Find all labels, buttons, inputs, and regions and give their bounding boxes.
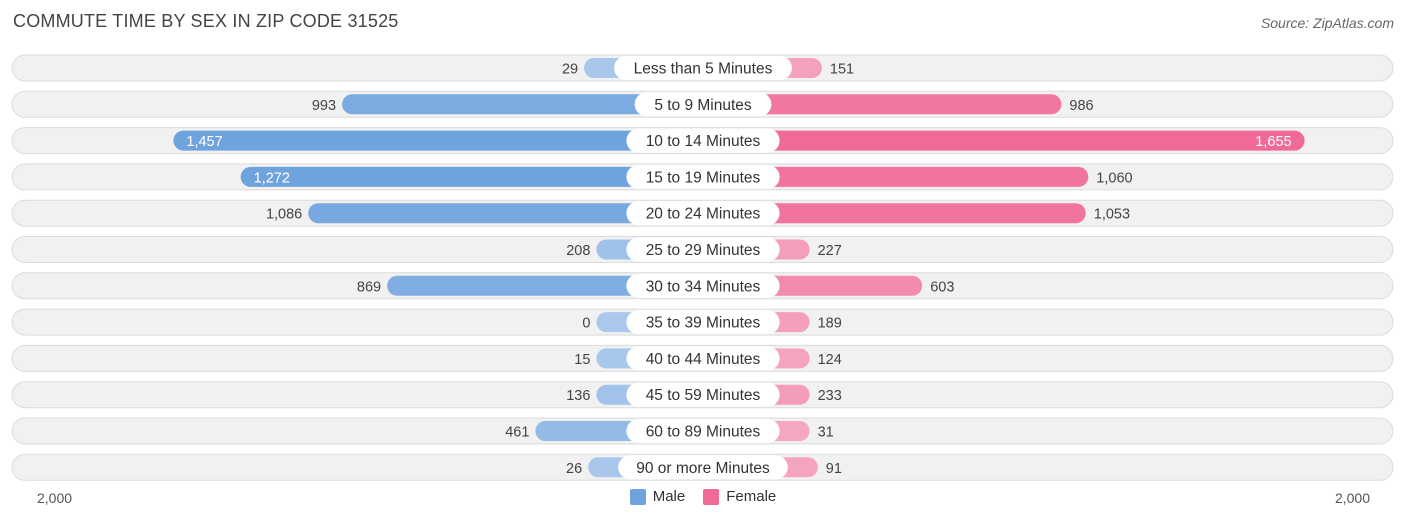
male-value-label: 1,272	[254, 170, 290, 186]
category-label-bg	[626, 419, 780, 443]
female-value-label: 151	[830, 62, 854, 78]
male-bar	[240, 166, 704, 187]
female-bar	[703, 130, 1305, 151]
male-value-label: 29	[562, 62, 578, 78]
category-label: 35 to 39 Minutes	[646, 315, 761, 332]
female-value-label: 986	[1069, 98, 1093, 114]
category-label: 15 to 19 Minutes	[646, 169, 761, 186]
category-label: 90 or more Minutes	[636, 460, 770, 477]
legend-male-label: Male	[652, 488, 686, 505]
legend-male: Male	[629, 488, 686, 505]
female-value-label: 189	[818, 316, 842, 332]
female-value-label: 1,060	[1096, 170, 1132, 186]
category-label-bg	[634, 92, 772, 117]
category-label-bg	[626, 128, 780, 153]
legend-female-label: Female	[726, 488, 777, 505]
legend-female-swatch	[703, 488, 720, 505]
female-value-label: 1,655	[1255, 134, 1291, 150]
category-label-bg	[626, 346, 780, 371]
category-label-bg	[626, 273, 780, 298]
category-label: 45 to 59 Minutes	[646, 387, 761, 404]
male-bar	[342, 94, 703, 115]
category-label-bg	[626, 164, 780, 189]
category-label-bg	[614, 56, 792, 80]
female-bar	[703, 203, 1086, 224]
male-bar	[387, 275, 703, 296]
category-label: 25 to 29 Minutes	[646, 242, 761, 259]
male-value-label: 461	[505, 425, 529, 441]
male-value-label: 136	[566, 388, 590, 404]
chart-canvas: Less than 5 Minutes 29 151 5 to 9 Minutes 99…	[11, 54, 1394, 481]
axis-left-label: 2,000	[37, 490, 73, 506]
male-value-label: 208	[566, 243, 590, 259]
female-value-label: 227	[818, 243, 842, 259]
female-value-label: 233	[818, 388, 842, 404]
male-bar	[308, 203, 703, 224]
legend-male-swatch	[629, 488, 646, 505]
category-label: Less than 5 Minutes	[634, 61, 773, 78]
female-bar	[703, 94, 1062, 115]
female-value-label: 91	[826, 461, 842, 477]
category-label-bg	[618, 455, 788, 480]
female-value-label: 124	[818, 352, 842, 368]
category-label-bg	[626, 310, 780, 335]
category-label-bg	[626, 237, 780, 262]
category-label: 40 to 44 Minutes	[646, 351, 761, 368]
male-value-label: 0	[582, 316, 590, 332]
female-value-label: 31	[818, 425, 834, 441]
male-bar	[173, 130, 703, 151]
female-value-label: 603	[930, 279, 954, 295]
male-value-label: 869	[357, 279, 381, 295]
category-label: 20 to 24 Minutes	[646, 206, 761, 223]
chart-title: COMMUTE TIME BY SEX IN ZIP CODE 31525	[13, 11, 399, 31]
legend-female: Female	[703, 488, 776, 505]
male-value-label: 1,457	[186, 134, 222, 150]
category-label-bg	[626, 201, 780, 226]
category-label: 30 to 34 Minutes	[646, 278, 761, 295]
male-value-label: 1,086	[266, 207, 302, 223]
category-label: 5 to 9 Minutes	[654, 97, 752, 114]
female-bar	[703, 166, 1089, 187]
category-label-bg	[626, 382, 780, 407]
source-note: Source: ZipAtlas.com	[1260, 15, 1394, 31]
male-value-label: 15	[574, 352, 590, 368]
legend: Male Female	[0, 488, 1406, 505]
category-label: 60 to 89 Minutes	[646, 424, 761, 441]
male-value-label: 26	[566, 461, 582, 477]
female-value-label: 1,053	[1094, 207, 1130, 223]
male-value-label: 993	[312, 98, 336, 114]
category-label: 10 to 14 Minutes	[646, 133, 761, 150]
axis-right-label: 2,000	[1334, 490, 1370, 506]
